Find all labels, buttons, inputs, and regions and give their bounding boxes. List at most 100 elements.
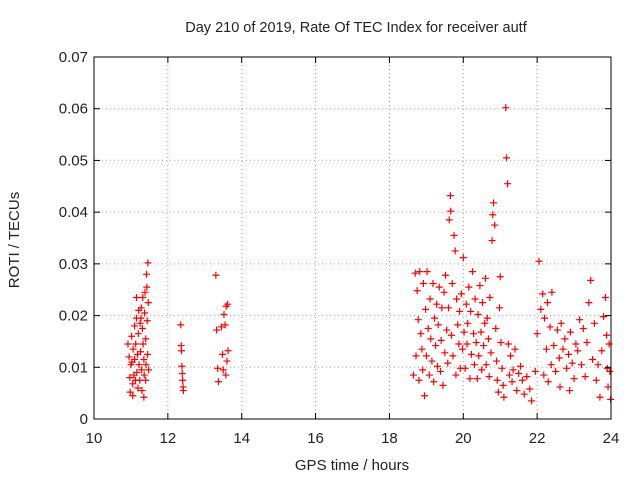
data-point <box>499 381 507 389</box>
data-point <box>469 268 477 276</box>
data-point <box>143 283 151 291</box>
data-point <box>177 321 185 329</box>
data-point <box>600 313 608 321</box>
data-point <box>459 254 467 262</box>
data-point <box>490 199 498 207</box>
data-point <box>446 192 454 200</box>
data-point <box>126 374 134 382</box>
data-point <box>426 295 434 303</box>
data-point <box>430 378 438 386</box>
data-point <box>544 378 552 386</box>
data-point <box>449 352 457 360</box>
x-axis-label: GPS time / hours <box>295 457 409 474</box>
data-point <box>472 338 480 346</box>
data-point <box>178 347 186 355</box>
data-point <box>217 323 225 331</box>
data-point <box>142 335 150 343</box>
data-point <box>134 384 142 392</box>
data-point <box>409 371 417 379</box>
data-point <box>557 319 565 327</box>
data-point <box>537 305 545 313</box>
data-point <box>474 311 482 319</box>
data-point <box>574 347 582 355</box>
data-point <box>137 304 145 312</box>
data-point <box>496 273 504 281</box>
data-points <box>124 104 615 405</box>
data-point <box>482 361 490 369</box>
data-point <box>224 347 232 355</box>
data-point <box>596 393 604 401</box>
data-point <box>505 371 513 379</box>
data-point <box>441 349 449 357</box>
data-point <box>421 392 429 400</box>
data-point <box>552 367 560 375</box>
chart-title: Day 210 of 2019, Rate Of TEC Index for r… <box>185 20 527 36</box>
data-point <box>565 350 573 358</box>
data-point <box>457 290 465 298</box>
data-point <box>422 352 430 360</box>
data-point <box>494 388 502 396</box>
data-point <box>212 271 220 279</box>
data-point <box>129 380 137 388</box>
data-point <box>452 371 460 379</box>
data-point <box>493 376 501 384</box>
data-point <box>542 345 550 353</box>
data-point <box>448 280 456 288</box>
data-point <box>477 328 485 336</box>
data-point <box>546 323 554 331</box>
y-tick-label: 0.07 <box>59 49 88 66</box>
data-point <box>572 340 580 348</box>
y-tick-label: 0.02 <box>59 308 88 325</box>
data-point <box>460 328 468 336</box>
data-point <box>213 326 221 334</box>
data-point <box>131 356 139 364</box>
data-point <box>467 307 475 315</box>
data-point <box>179 387 187 395</box>
data-point <box>577 361 585 369</box>
data-point <box>128 332 136 340</box>
data-point <box>605 340 613 348</box>
y-tick-label: 0.01 <box>59 359 88 376</box>
data-point <box>528 397 536 405</box>
data-point <box>141 288 149 296</box>
data-point <box>136 376 144 384</box>
data-point <box>540 371 548 379</box>
data-point <box>504 180 512 188</box>
data-point <box>214 364 222 372</box>
data-point <box>480 342 488 350</box>
data-point <box>502 154 510 162</box>
data-point <box>415 376 423 384</box>
data-point <box>445 216 453 224</box>
axis-ticks: 10 12 14 16 18 20 22 24 0 0.01 0.02 0.03 0.04 0.05 0.0… <box>59 49 620 447</box>
data-point <box>414 316 422 324</box>
data-point <box>220 311 228 319</box>
data-point <box>219 350 227 358</box>
x-tick-label: 12 <box>160 430 177 447</box>
x-tick-label: 20 <box>455 430 472 447</box>
data-point <box>140 356 148 364</box>
data-point <box>497 338 505 346</box>
data-point <box>559 345 567 353</box>
data-point <box>556 383 564 391</box>
data-point <box>444 359 452 367</box>
data-point <box>598 347 606 355</box>
data-point <box>463 340 471 348</box>
data-point <box>566 387 574 395</box>
data-point <box>547 361 555 369</box>
data-point <box>133 368 141 376</box>
data-point <box>456 307 464 315</box>
data-point <box>484 335 492 343</box>
data-point <box>485 373 493 381</box>
data-point <box>517 362 525 370</box>
x-tick-label: 24 <box>603 430 620 447</box>
data-point <box>488 237 496 245</box>
data-point <box>144 259 152 267</box>
data-point <box>561 335 569 343</box>
data-point <box>440 288 448 296</box>
data-point <box>438 304 446 312</box>
data-point <box>486 293 494 301</box>
data-point <box>447 331 455 339</box>
data-point <box>470 330 478 338</box>
data-point <box>424 325 432 332</box>
